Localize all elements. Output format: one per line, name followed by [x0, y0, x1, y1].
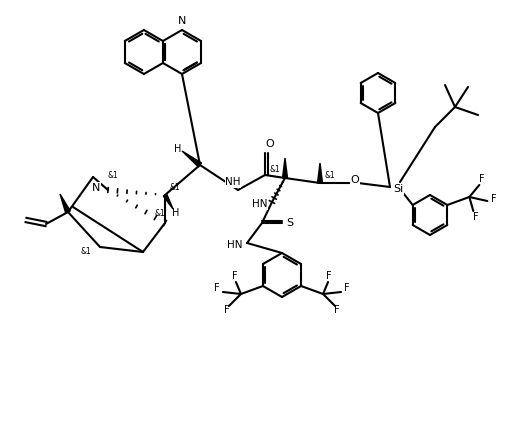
- Text: HN: HN: [252, 199, 268, 209]
- Polygon shape: [182, 151, 202, 167]
- Text: F: F: [214, 283, 220, 293]
- Text: &1: &1: [169, 182, 181, 191]
- Polygon shape: [317, 163, 323, 183]
- Text: N: N: [92, 183, 100, 193]
- Text: O: O: [351, 175, 360, 185]
- Text: H: H: [172, 208, 180, 218]
- Text: &1: &1: [81, 247, 91, 256]
- Text: H: H: [174, 144, 182, 154]
- Text: N: N: [178, 16, 186, 26]
- Text: &1: &1: [325, 170, 335, 179]
- Text: F: F: [232, 271, 238, 281]
- Text: O: O: [266, 139, 275, 149]
- Text: F: F: [473, 212, 478, 222]
- Text: HN: HN: [227, 240, 243, 250]
- Text: F: F: [491, 194, 496, 204]
- Polygon shape: [60, 194, 70, 213]
- Text: F: F: [344, 283, 350, 293]
- Text: NH: NH: [225, 177, 241, 187]
- Text: F: F: [478, 174, 484, 184]
- Text: &1: &1: [270, 166, 280, 174]
- Text: Si: Si: [393, 184, 403, 194]
- Polygon shape: [282, 158, 288, 178]
- Text: &1: &1: [108, 171, 118, 181]
- Text: F: F: [334, 305, 340, 315]
- Text: S: S: [286, 218, 294, 228]
- Text: &1: &1: [155, 209, 165, 218]
- Polygon shape: [163, 194, 173, 209]
- Text: F: F: [326, 271, 332, 281]
- Text: F: F: [224, 305, 230, 315]
